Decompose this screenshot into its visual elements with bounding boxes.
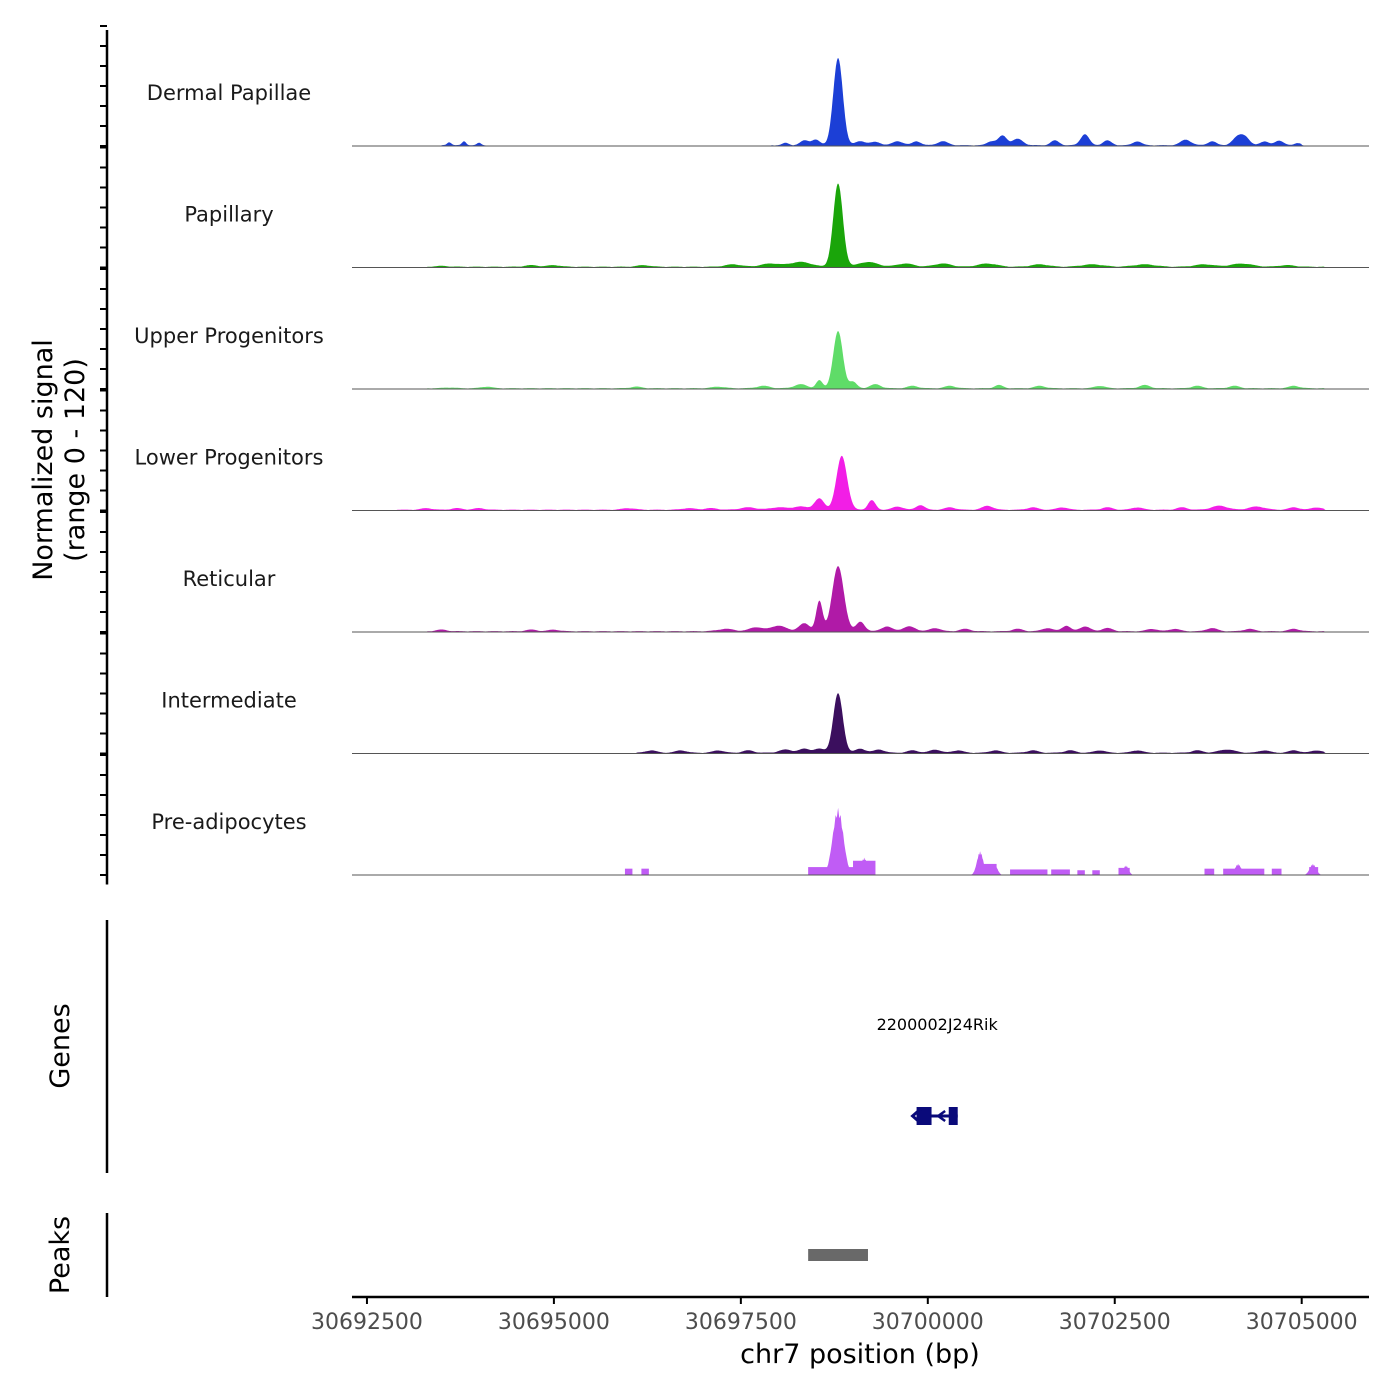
signal-area	[352, 331, 1369, 389]
gene-exon	[948, 1107, 958, 1125]
signal-area	[352, 58, 1369, 146]
track-label: Reticular	[183, 567, 276, 591]
y-axis-title-line2: (range 0 - 120)	[60, 358, 91, 562]
y-axis-title-line1: Normalized signal	[28, 339, 59, 581]
signal-block	[980, 863, 997, 875]
x-axis-title: chr7 position (bp)	[740, 1339, 980, 1370]
x-tick-label: 30697500	[685, 1310, 797, 1335]
track-dermal-papillae: Dermal Papillae	[147, 58, 1369, 147]
signal-spike	[987, 865, 1003, 875]
signal-area	[352, 183, 1369, 268]
signal-spike	[823, 807, 853, 875]
x-axis-ticks: 30692500 30695000 30697500 30700000 30702500…	[311, 1297, 1358, 1335]
track-label: Intermediate	[161, 689, 297, 713]
gene-2200002J24Rik: 2200002J24Rik	[877, 1015, 999, 1125]
peak-region	[808, 1249, 868, 1261]
signal-block	[1271, 868, 1282, 875]
track-label: Papillary	[184, 203, 273, 227]
signal-spike	[1118, 865, 1134, 875]
signal-block	[641, 868, 649, 875]
gene-name-label: 2200002J24Rik	[877, 1015, 999, 1034]
signal-spike	[971, 851, 990, 875]
x-tick-label: 30692500	[311, 1310, 423, 1335]
signal-track-panels: Dermal Papillae Papillary Upper Progenitor…	[134, 58, 1369, 876]
signal-y-axis	[100, 25, 109, 885]
genes-track-label: Genes	[45, 1003, 76, 1088]
signal-area	[352, 693, 1369, 754]
gene-strand-arrow	[935, 1109, 946, 1123]
track-label: Lower Progenitors	[135, 446, 324, 470]
signal-spike	[1229, 863, 1248, 875]
track-papillary: Papillary	[184, 183, 1369, 268]
track-pre-adipocytes: Pre-adipocytes	[151, 807, 1369, 876]
x-tick-label: 30695000	[498, 1310, 610, 1335]
signal-spike	[855, 857, 874, 875]
track-lower-progenitors: Lower Progenitors	[135, 446, 1369, 511]
x-tick-label: 30705000	[1246, 1310, 1358, 1335]
signal-block	[1051, 869, 1070, 875]
signal-block	[1092, 870, 1100, 875]
signal-spike	[1303, 863, 1322, 875]
signal-area	[352, 566, 1369, 632]
signal-area	[352, 455, 1369, 511]
track-label: Upper Progenitors	[134, 324, 324, 348]
signal-block	[624, 868, 633, 875]
track-label: Dermal Papillae	[147, 81, 311, 105]
x-tick-label: 30702500	[1059, 1310, 1171, 1335]
x-tick-label: 30700000	[872, 1310, 984, 1335]
gene-strand-arrow	[910, 1107, 922, 1125]
gene-exon	[916, 1107, 932, 1125]
signal-block	[1204, 868, 1215, 875]
y-axis-title: Normalized signal	[28, 339, 59, 581]
signal-block	[1010, 869, 1048, 875]
track-upper-progenitors: Upper Progenitors	[134, 324, 1369, 390]
track-reticular: Reticular	[183, 566, 1369, 633]
signal-block	[1077, 870, 1085, 875]
peaks-track	[808, 1249, 868, 1261]
track-label: Pre-adipocytes	[151, 810, 306, 834]
gene-track: 2200002J24Rik	[877, 1015, 999, 1125]
signal-block	[1223, 868, 1265, 875]
peaks-track-label: Peaks	[45, 1216, 76, 1294]
track-intermediate: Intermediate	[161, 689, 1369, 754]
